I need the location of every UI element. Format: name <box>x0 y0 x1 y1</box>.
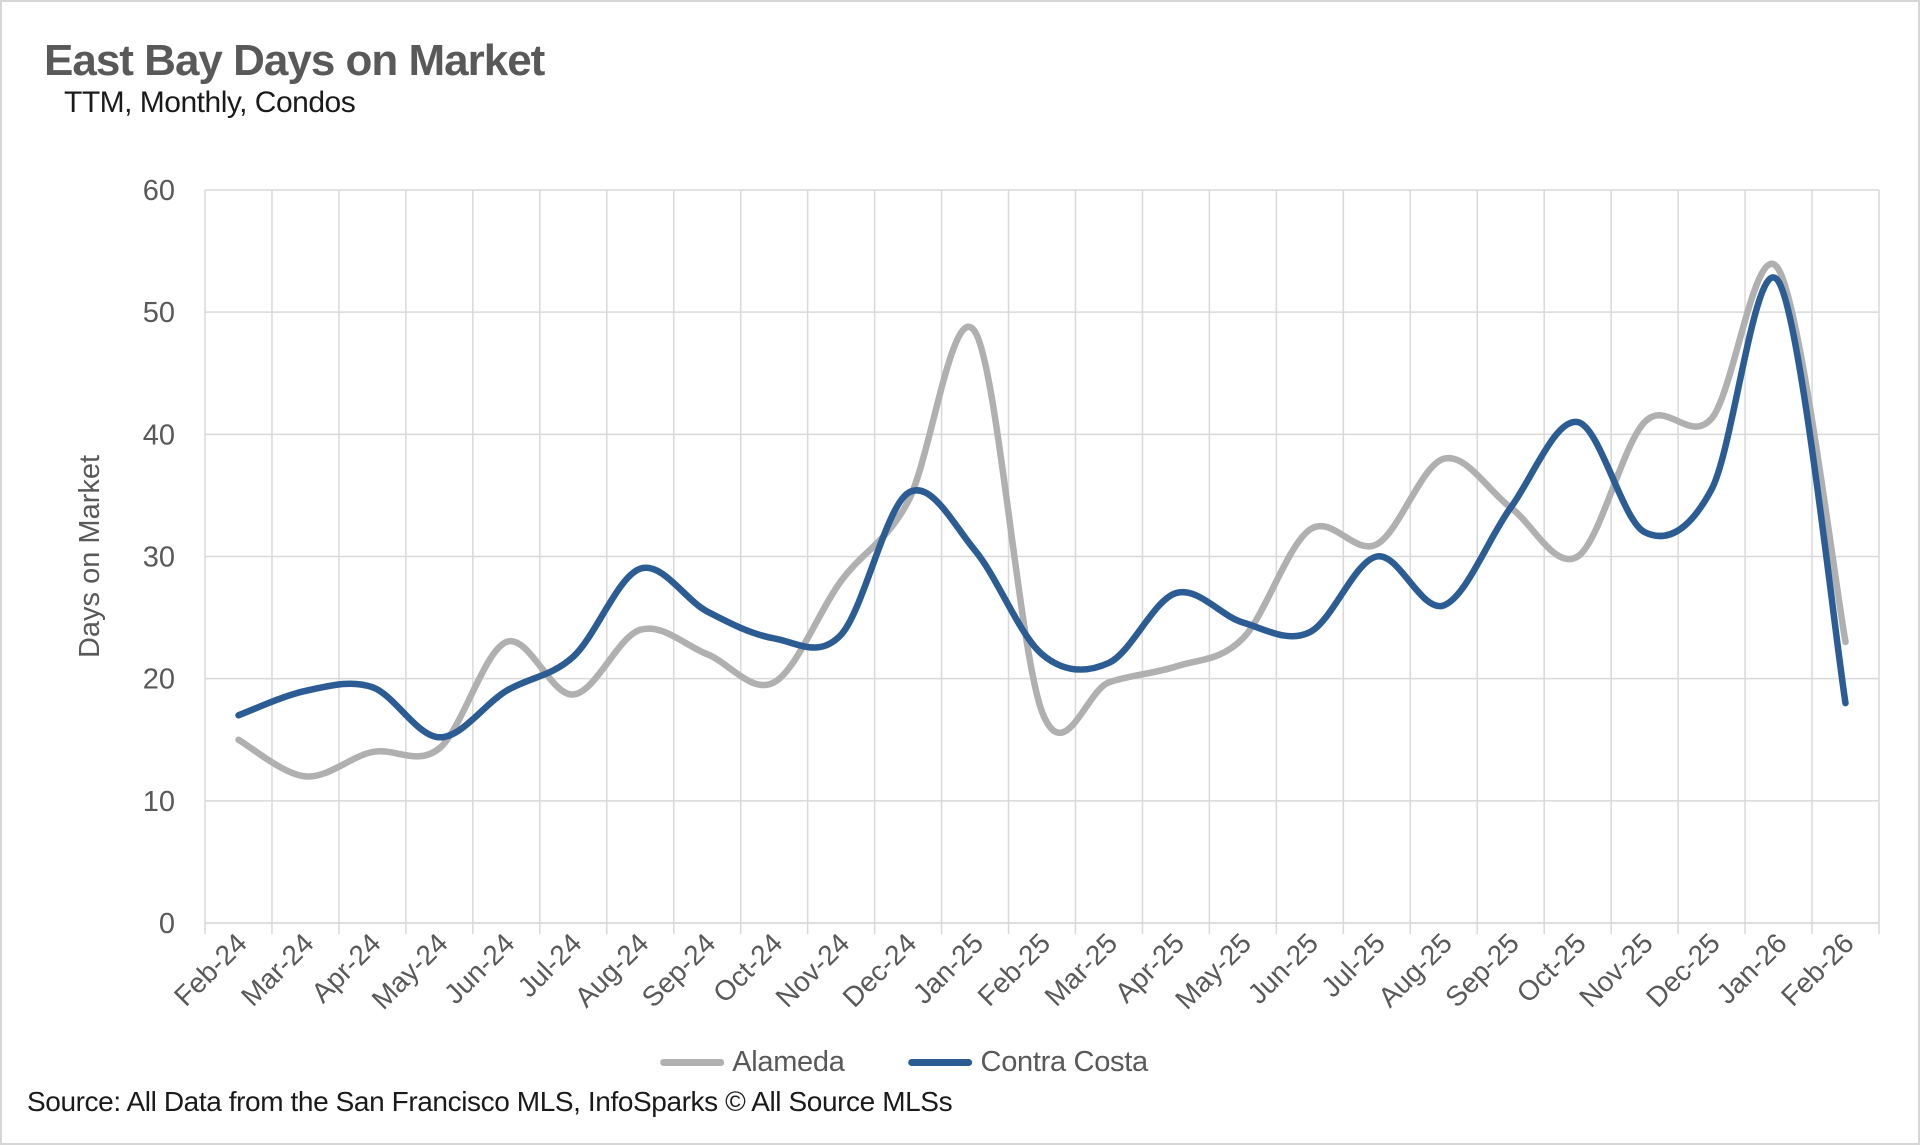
y-axis-title: Days on Market <box>74 455 106 658</box>
y-tick-label: 60 <box>143 175 175 207</box>
y-tick-label: 10 <box>143 786 175 818</box>
x-tick-label: Sep-24 <box>636 927 722 1013</box>
series-line-contra-costa[interactable] <box>235 274 1849 741</box>
y-tick-label: 50 <box>143 297 175 329</box>
x-tick-label: Aug-24 <box>569 927 655 1013</box>
x-tick-label: Mar-25 <box>1039 927 1124 1012</box>
x-tick-label: May-25 <box>1169 927 1257 1015</box>
x-tick-label: Feb-24 <box>168 927 253 1012</box>
x-tick-label: Aug-25 <box>1372 927 1458 1013</box>
alameda-line-swatch <box>660 1059 725 1066</box>
x-tick-label: May-24 <box>366 927 454 1015</box>
chart-legend: Alameda Contra Costa <box>660 1046 1148 1079</box>
y-tick-label: 30 <box>143 542 175 574</box>
chart-subtitle: TTM, Monthly, Condos <box>64 86 356 119</box>
x-tick-label: Mar-24 <box>235 927 320 1012</box>
legend-label-contra-costa: Contra Costa <box>980 1046 1149 1078</box>
x-tick-label: Jun-24 <box>438 927 520 1009</box>
source-attribution: Source: All Data from the San Francisco … <box>27 1086 953 1117</box>
x-tick-label: Dec-25 <box>1640 927 1726 1013</box>
x-tick-label: Nov-25 <box>1573 927 1659 1013</box>
x-tick-label: Feb-25 <box>972 927 1057 1012</box>
x-tick-label: Jun-25 <box>1242 927 1324 1009</box>
y-tick-label: 0 <box>159 908 175 940</box>
legend-item-alameda[interactable]: Alameda <box>660 1046 845 1079</box>
x-tick-label: Jan-26 <box>1710 927 1792 1009</box>
y-tick-label: 40 <box>143 419 175 451</box>
x-tick-label: Jan-25 <box>907 927 989 1009</box>
legend-label-alameda: Alameda <box>732 1046 845 1078</box>
legend-item-contra-costa[interactable]: Contra Costa <box>908 1046 1149 1079</box>
chart-title: East Bay Days on Market <box>44 36 545 85</box>
x-tick-label: Dec-24 <box>837 927 923 1013</box>
contra-costa-line-swatch <box>908 1059 973 1066</box>
x-tick-label: Feb-26 <box>1775 927 1860 1012</box>
x-tick-label: Sep-25 <box>1439 927 1525 1013</box>
series-line-alameda[interactable] <box>235 260 1849 780</box>
y-tick-label: 20 <box>143 664 175 696</box>
x-tick-label: Nov-24 <box>770 927 856 1013</box>
